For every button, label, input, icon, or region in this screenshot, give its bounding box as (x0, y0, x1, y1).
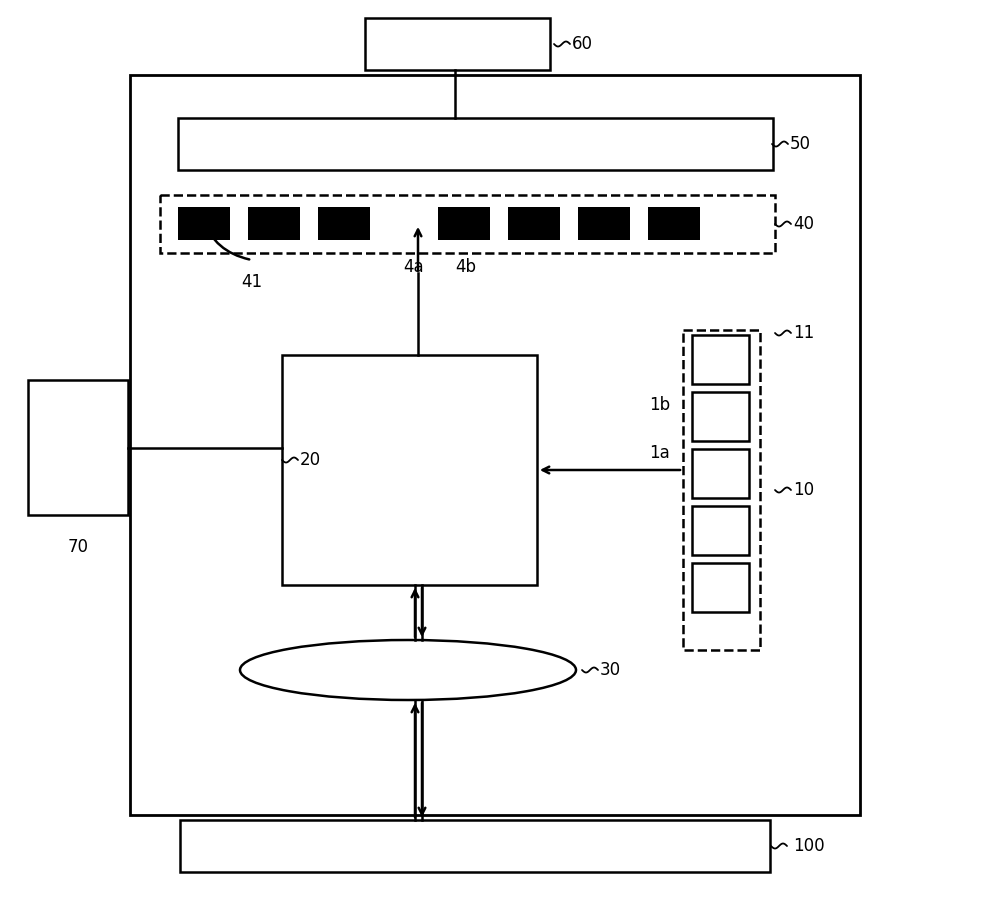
Bar (692, 506, 749, 555)
Text: 50: 50 (790, 135, 811, 153)
Text: 1b: 1b (649, 396, 670, 414)
Bar (648, 207, 700, 240)
Text: 41: 41 (241, 273, 263, 291)
Text: 100: 100 (793, 837, 825, 855)
Bar (692, 563, 749, 612)
Bar (28, 380, 128, 515)
Bar (318, 207, 370, 240)
Bar (578, 207, 630, 240)
Bar (365, 18, 550, 70)
Bar (692, 449, 749, 498)
Bar (160, 195, 775, 253)
Bar (438, 207, 490, 240)
Bar (683, 330, 760, 650)
Bar (282, 355, 537, 585)
Bar (178, 207, 230, 240)
Text: 4b: 4b (455, 258, 476, 276)
Bar (692, 392, 749, 441)
Bar (508, 207, 560, 240)
Bar (692, 335, 749, 384)
Bar (248, 207, 300, 240)
Text: 1a: 1a (649, 444, 670, 462)
Text: 20: 20 (300, 451, 321, 469)
Ellipse shape (240, 640, 576, 700)
Text: 70: 70 (68, 538, 88, 556)
Text: 40: 40 (793, 215, 814, 233)
Text: 10: 10 (793, 481, 814, 499)
Bar (130, 75, 860, 815)
Text: 11: 11 (793, 324, 814, 342)
Bar (178, 118, 773, 170)
Bar (180, 820, 770, 872)
Text: 4a: 4a (403, 258, 424, 276)
Text: 30: 30 (600, 661, 621, 679)
Text: 60: 60 (572, 35, 593, 53)
